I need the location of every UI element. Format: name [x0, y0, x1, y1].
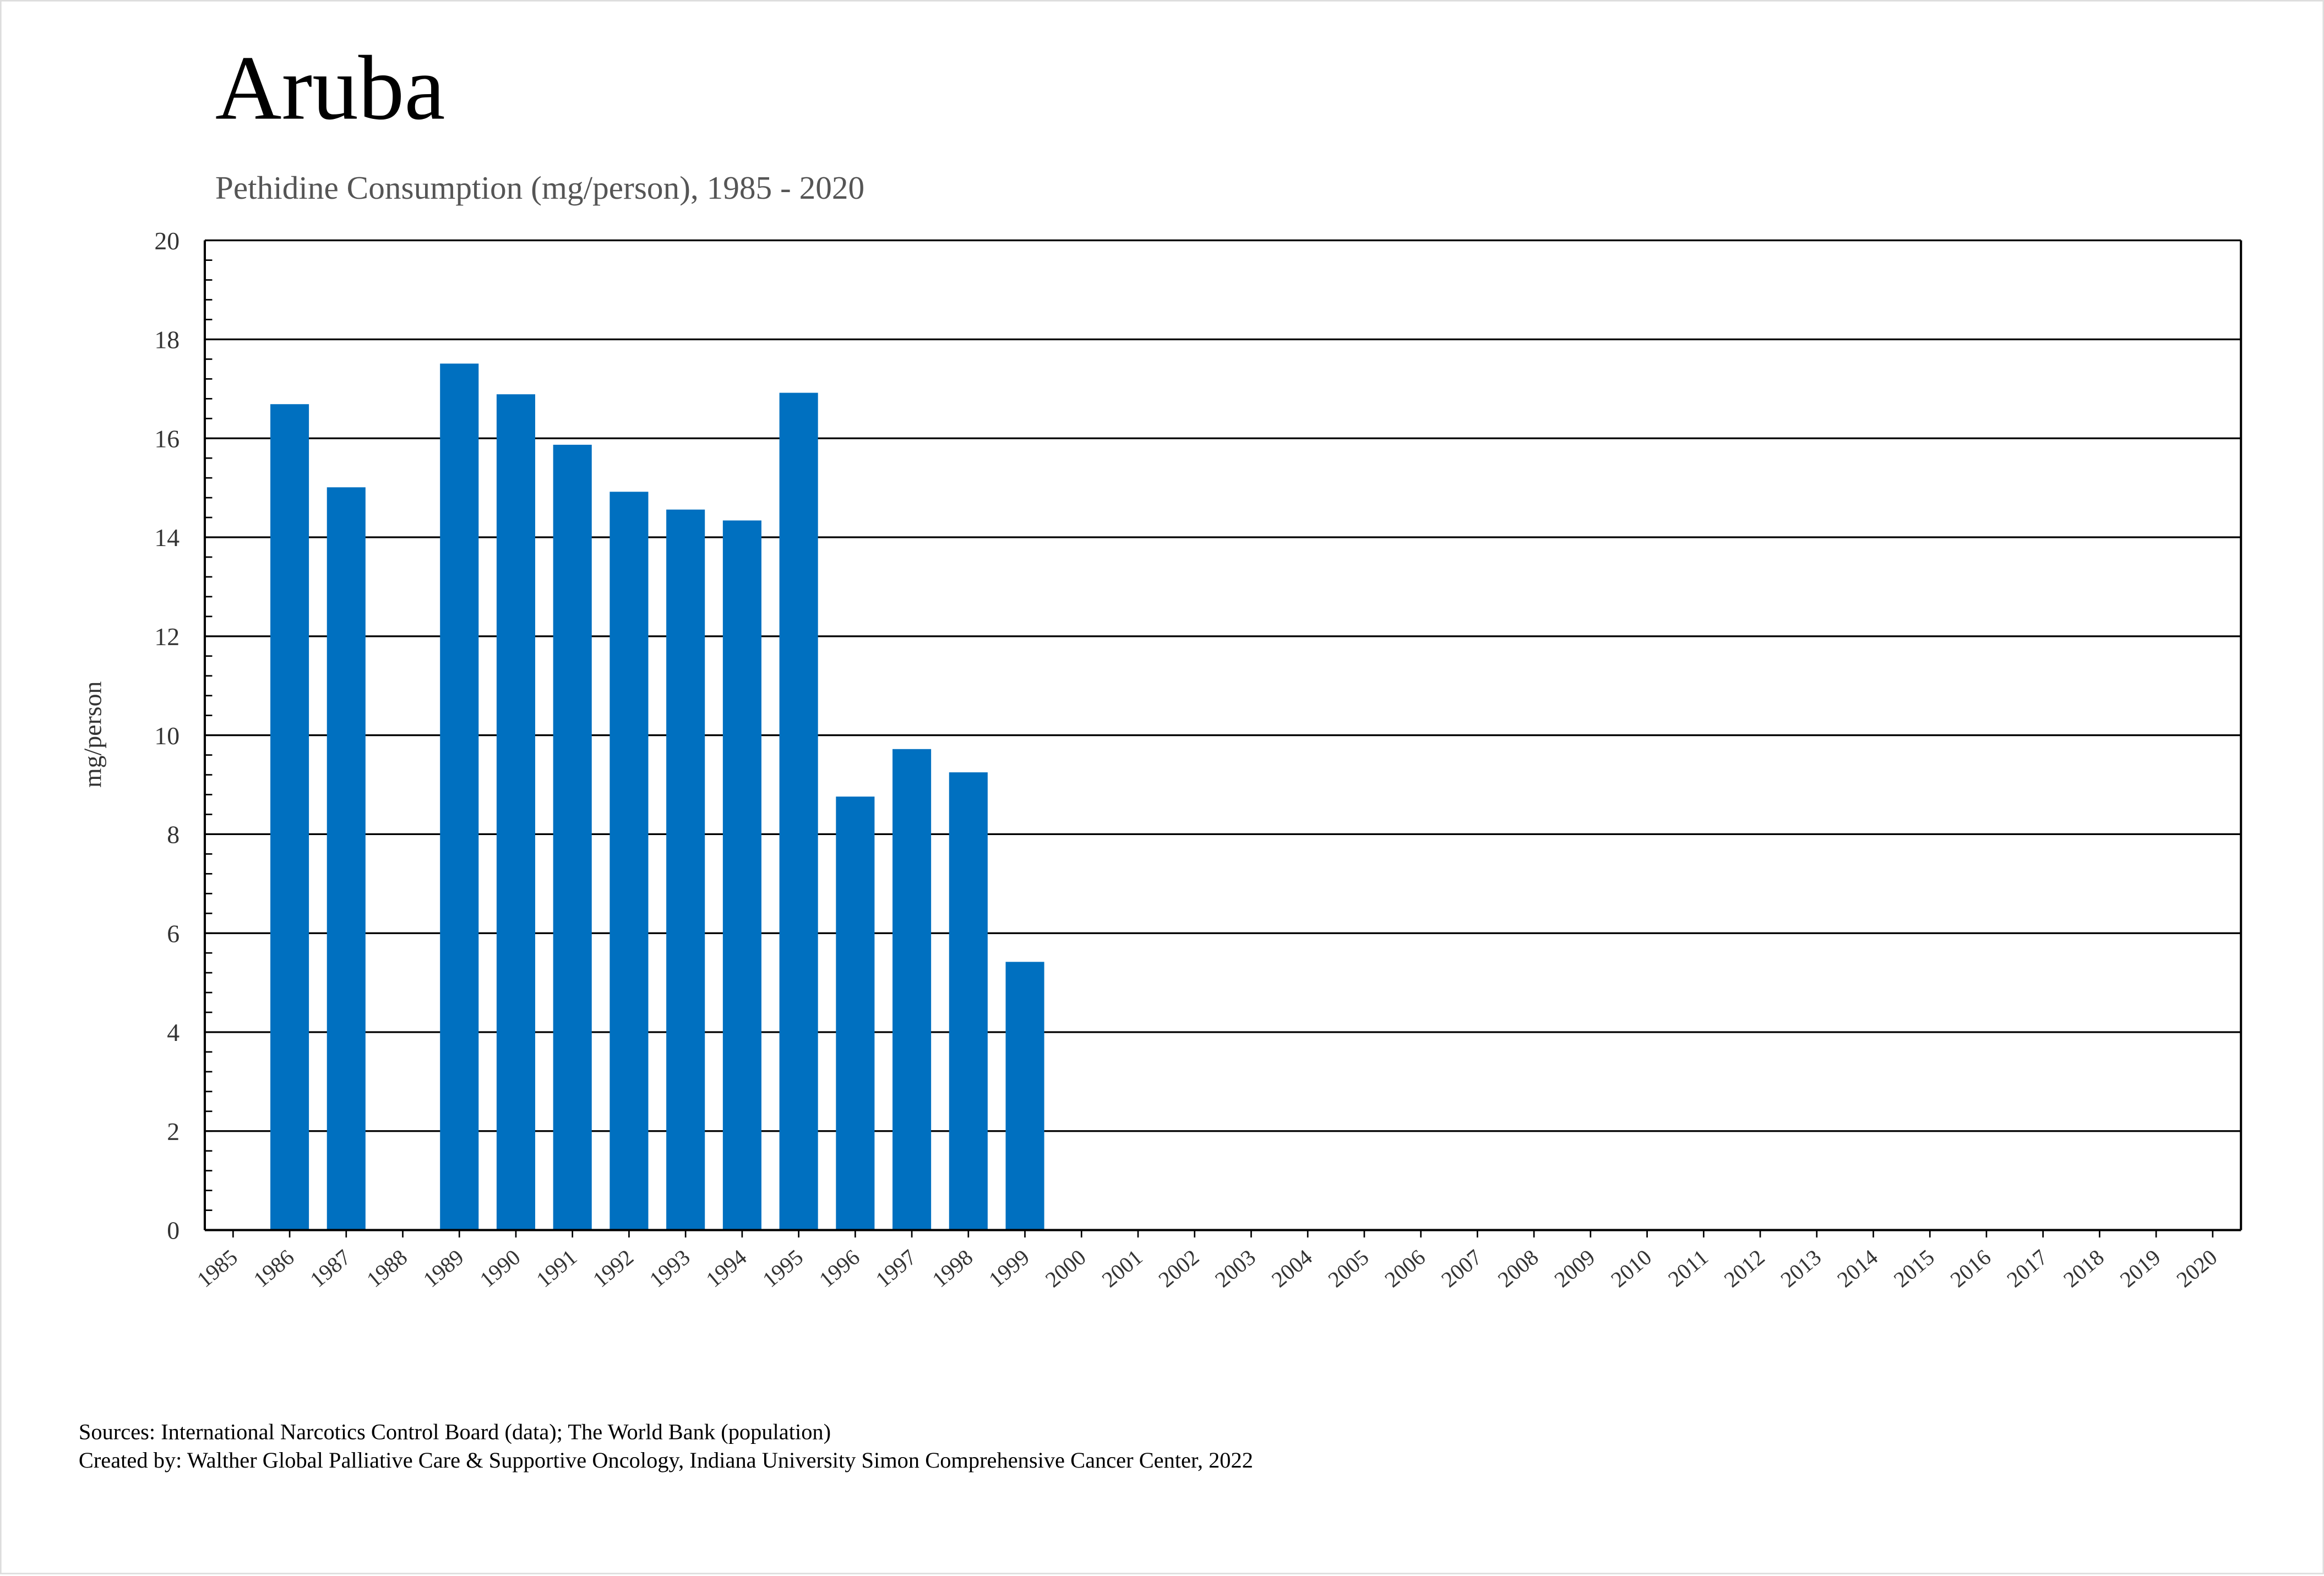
x-tick-label: 2010: [1606, 1245, 1656, 1292]
x-tick-label: 1993: [645, 1245, 695, 1292]
bar-1994: [722, 520, 761, 1230]
x-tick-label: 2016: [1946, 1245, 1996, 1292]
x-tick-label: 2015: [1889, 1245, 1939, 1292]
x-tick-label: 2018: [2059, 1245, 2109, 1292]
x-tick-label: 2007: [1436, 1245, 1487, 1292]
x-tick-label: 1999: [984, 1245, 1034, 1292]
y-tick-label: 10: [154, 722, 179, 750]
x-tick-label: 2020: [2172, 1245, 2222, 1292]
x-tick-label: 1992: [588, 1245, 638, 1292]
x-tick-label: 2017: [2002, 1245, 2052, 1292]
sources-note: Sources: International Narcotics Control…: [78, 1421, 831, 1446]
x-tick-label: 2011: [1663, 1245, 1713, 1291]
x-tick-label: 2008: [1493, 1245, 1543, 1292]
y-tick-label: 12: [154, 623, 179, 651]
y-tick-label: 6: [167, 919, 179, 947]
x-tick-label: 2000: [1041, 1245, 1091, 1292]
x-tick-label: 2001: [1097, 1245, 1147, 1292]
created-by-note: Created by: Walther Global Palliative Ca…: [78, 1449, 1253, 1474]
x-tick-label: 1990: [475, 1245, 525, 1292]
bar-1998: [949, 772, 988, 1230]
x-tick-label: 1994: [701, 1245, 752, 1292]
y-tick-label: 18: [154, 326, 179, 354]
bar-1996: [836, 797, 875, 1230]
x-tick-label: 2005: [1324, 1245, 1374, 1292]
x-tick-label: 2004: [1267, 1245, 1317, 1292]
x-tick-label: 2019: [2115, 1245, 2165, 1292]
bar-1992: [609, 492, 649, 1230]
y-tick-label: 4: [167, 1018, 179, 1046]
bar-1991: [553, 444, 592, 1230]
x-tick-label: 1985: [192, 1245, 242, 1292]
x-tick-label: 1996: [814, 1245, 864, 1292]
x-tick-label: 2006: [1380, 1245, 1430, 1292]
bar-1993: [666, 509, 705, 1230]
x-tick-label: 1988: [362, 1245, 412, 1292]
chart-title: Aruba: [215, 39, 445, 140]
bar-1995: [779, 392, 818, 1230]
x-tick-label: 1997: [871, 1245, 921, 1292]
y-tick-label: 16: [154, 424, 179, 452]
x-tick-label: 2002: [1153, 1245, 1204, 1292]
bar-1990: [496, 394, 536, 1230]
x-tick-label: 2014: [1832, 1245, 1882, 1292]
bar-1989: [440, 363, 479, 1230]
x-tick-label: 1995: [758, 1245, 808, 1292]
bar-1999: [1005, 962, 1044, 1230]
x-tick-label: 1989: [418, 1245, 469, 1292]
bar-1986: [270, 404, 309, 1230]
x-tick-label: 1986: [249, 1245, 299, 1292]
x-tick-label: 2013: [1776, 1245, 1826, 1292]
bar-1987: [326, 487, 366, 1230]
x-tick-label: 2003: [1210, 1245, 1260, 1292]
x-tick-label: 1987: [306, 1245, 356, 1292]
y-tick-label: 8: [167, 821, 179, 849]
bar-1997: [892, 749, 932, 1230]
x-tick-label: 1991: [531, 1245, 581, 1292]
chart-subtitle: Pethidine Consumption (mg/person), 1985 …: [215, 169, 865, 206]
x-tick-label: 2009: [1550, 1245, 1600, 1292]
x-tick-label: 1998: [928, 1245, 978, 1292]
y-tick-label: 2: [167, 1117, 179, 1146]
y-tick-label: 0: [167, 1217, 179, 1245]
y-tick-label: 14: [154, 523, 179, 552]
x-tick-label: 2012: [1719, 1245, 1770, 1292]
y-tick-label: 20: [154, 227, 179, 255]
